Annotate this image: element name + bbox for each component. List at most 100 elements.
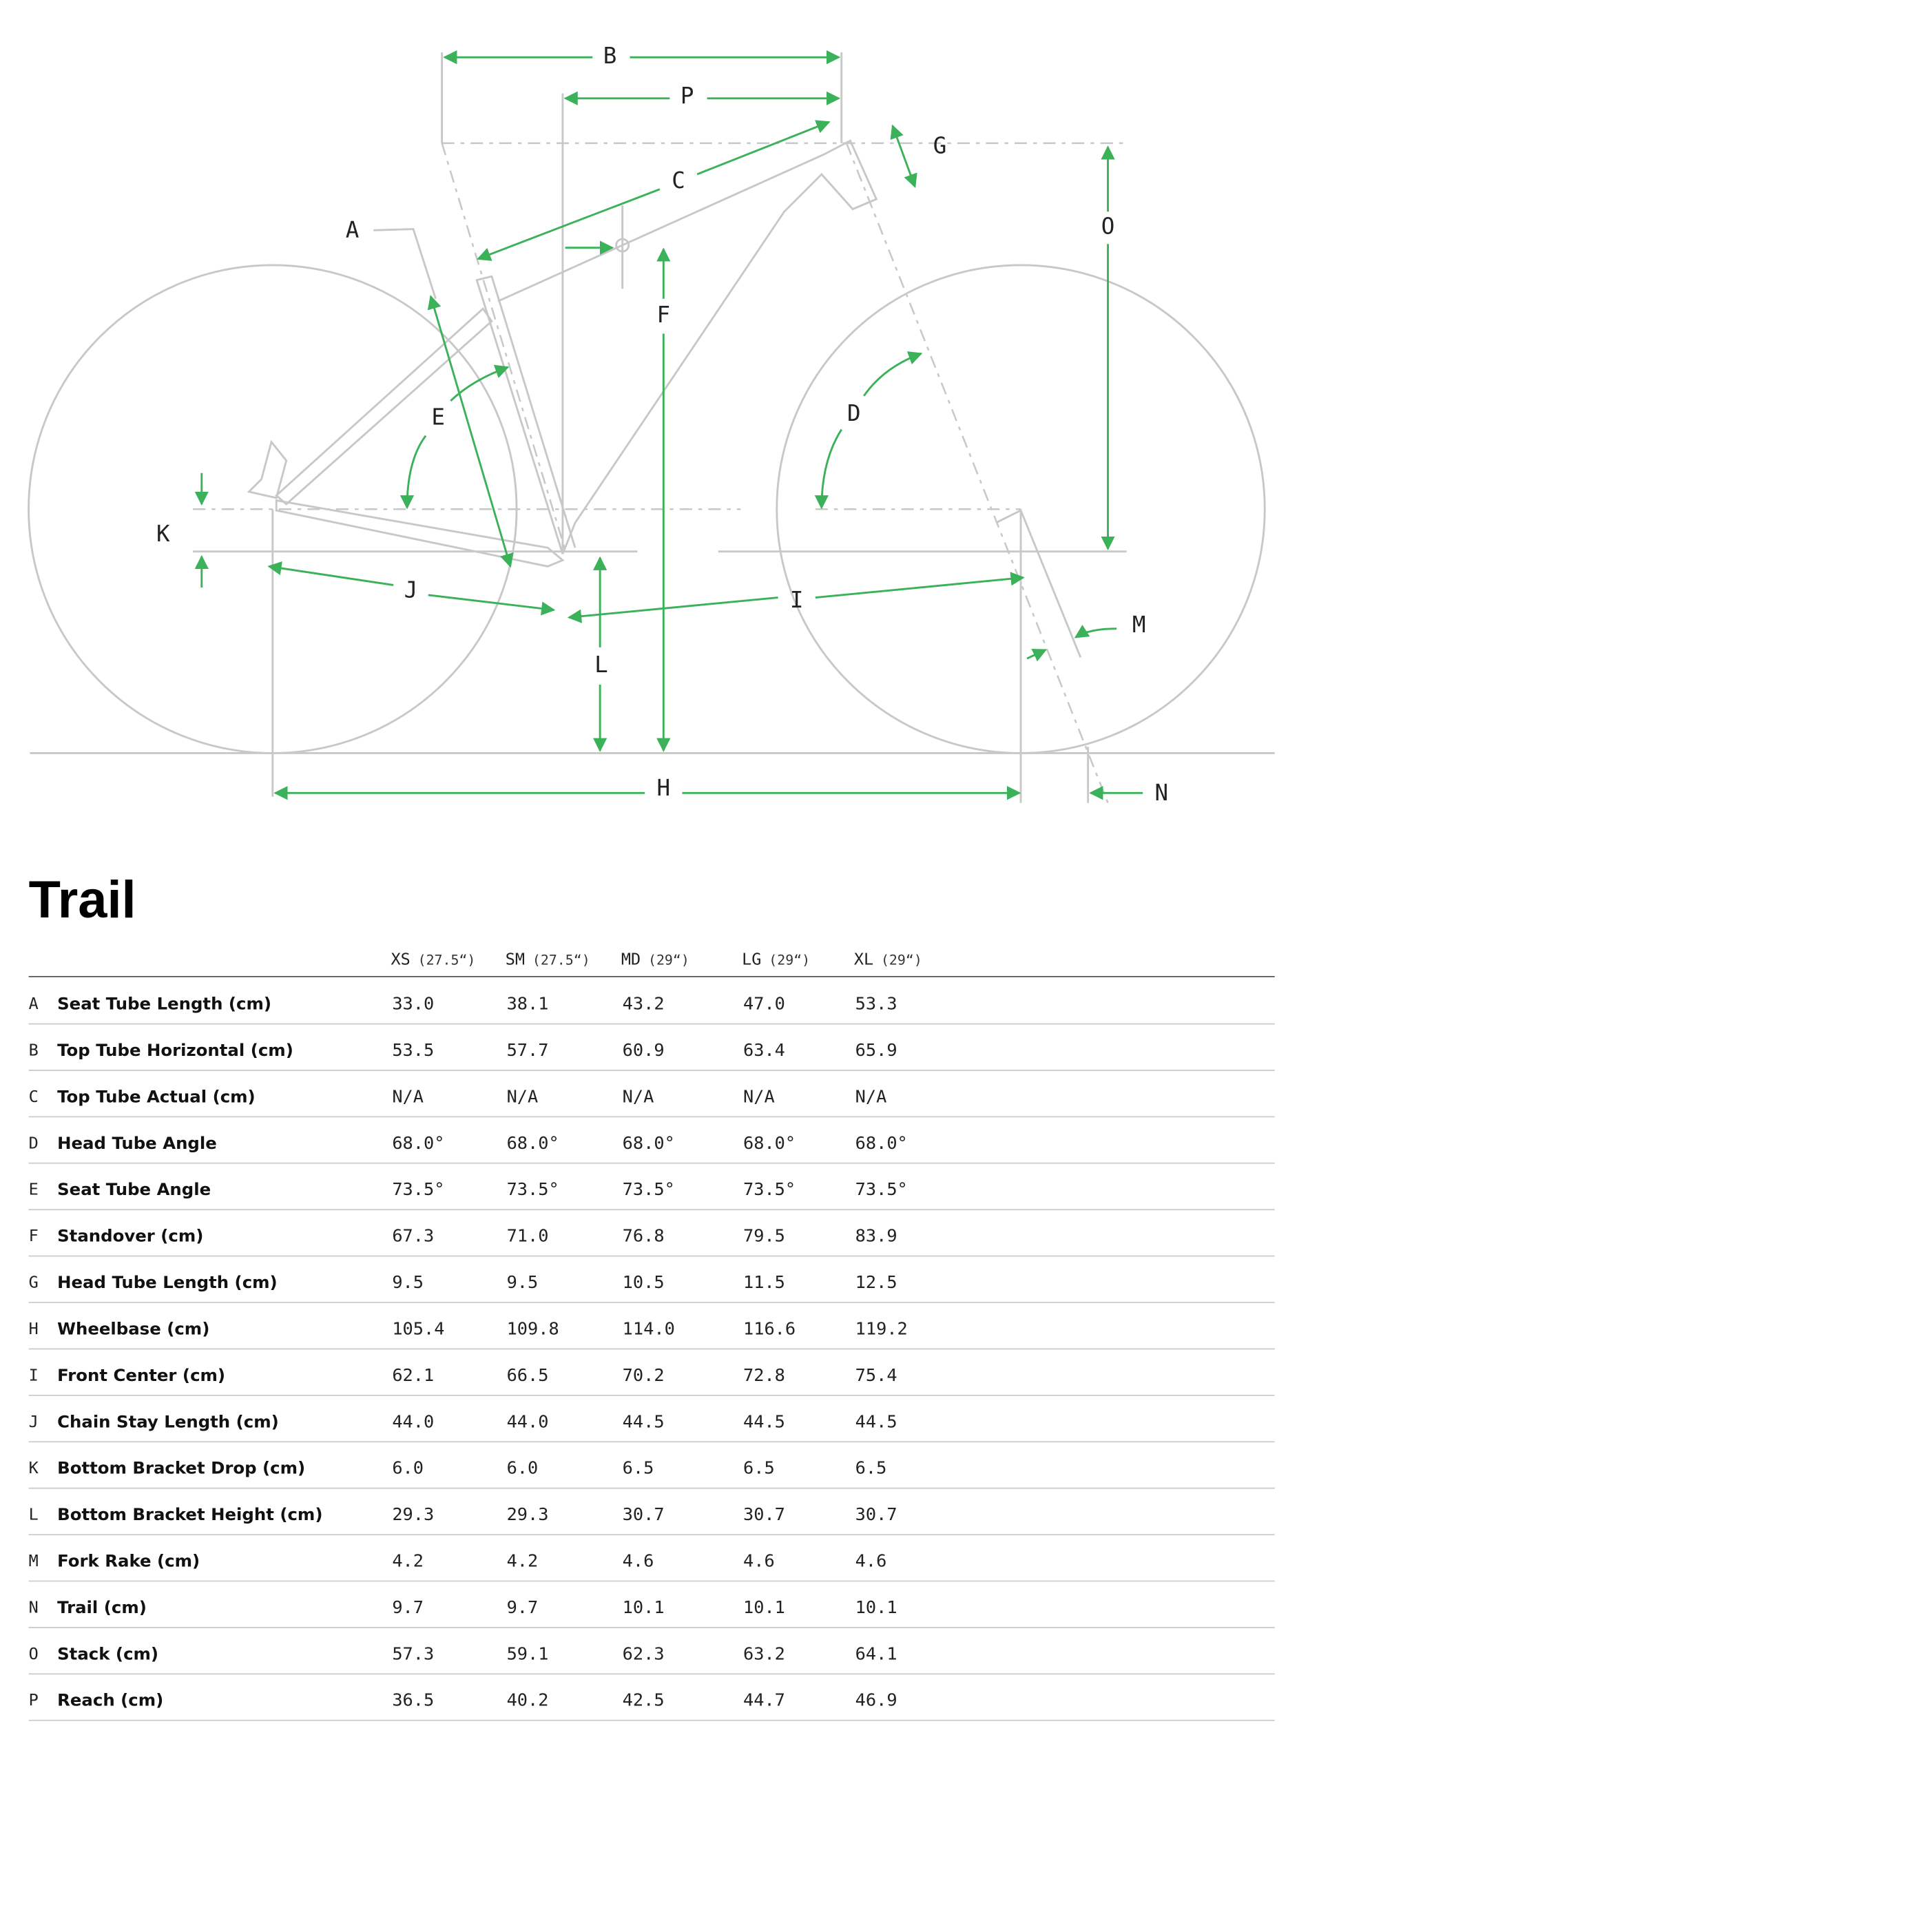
- cell-value: 57.7: [507, 1040, 549, 1060]
- row-name: Top Tube Horizontal (cm): [57, 1040, 293, 1060]
- cell-value: 62.3: [623, 1643, 665, 1663]
- cell-value: 68.0°: [743, 1133, 796, 1153]
- diagram-letter: M: [1132, 612, 1146, 638]
- cell-value: 44.7: [743, 1690, 785, 1710]
- cell-value: 44.5: [855, 1411, 897, 1431]
- row-letter: E: [29, 1180, 39, 1199]
- diagram-letter: N: [1154, 780, 1168, 806]
- row-name: Head Tube Length (cm): [57, 1272, 278, 1292]
- cell-value: 29.3: [507, 1504, 549, 1524]
- cell-value: 4.2: [507, 1550, 539, 1570]
- cell-value: 10.5: [623, 1272, 665, 1292]
- cell-value: 11.5: [743, 1272, 785, 1292]
- wheel: (27.5“): [418, 953, 476, 968]
- row-letter: L: [29, 1505, 39, 1524]
- cell-value: 68.0°: [855, 1133, 908, 1153]
- cell-value: N/A: [623, 1086, 654, 1106]
- cell-value: 6.5: [623, 1458, 654, 1478]
- diagram-letter: E: [431, 404, 445, 430]
- cell-value: 10.1: [623, 1597, 665, 1617]
- column-header: MD (29“): [621, 950, 689, 969]
- cell-value: 62.1: [392, 1365, 434, 1385]
- cell-value: 59.1: [507, 1643, 549, 1663]
- row-letter: A: [29, 994, 39, 1013]
- cell-value: 4.6: [855, 1550, 887, 1570]
- row-letter: C: [29, 1087, 39, 1106]
- diagram-labels: B P G C O A F D E K J I M L H N: [156, 43, 1168, 806]
- diagram-letter: I: [790, 587, 804, 613]
- diagram-letter: D: [847, 400, 861, 426]
- cell-value: 68.0°: [507, 1133, 559, 1153]
- diagram-letter: B: [603, 43, 617, 69]
- cell-value: N/A: [855, 1086, 887, 1106]
- row-name: Front Center (cm): [57, 1365, 225, 1385]
- cell-value: 10.1: [855, 1597, 897, 1617]
- row-name: Wheelbase (cm): [57, 1318, 209, 1338]
- cell-value: 68.0°: [392, 1133, 444, 1153]
- cell-value: 44.0: [507, 1411, 549, 1431]
- diagram-letter: J: [404, 577, 418, 603]
- cell-value: 57.3: [392, 1643, 434, 1663]
- cell-value: 114.0: [623, 1318, 675, 1338]
- size: LG: [742, 950, 761, 969]
- size: SM: [506, 950, 525, 969]
- row-letter: D: [29, 1133, 39, 1152]
- cell-value: 29.3: [392, 1504, 434, 1524]
- cell-value: 4.6: [743, 1550, 775, 1570]
- diagram-letter: C: [672, 167, 685, 194]
- cell-value: 38.1: [507, 994, 549, 1014]
- cell-value: 63.4: [743, 1040, 785, 1060]
- cell-value: 65.9: [855, 1040, 897, 1060]
- cell-value: 53.3: [855, 994, 897, 1014]
- diagram-letter: P: [681, 83, 694, 109]
- cell-value: 53.5: [392, 1040, 434, 1060]
- cell-value: 36.5: [392, 1690, 434, 1710]
- diagram-letter: H: [657, 775, 671, 801]
- row-name: Standover (cm): [57, 1226, 203, 1246]
- cell-value: 71.0: [507, 1226, 549, 1246]
- cell-value: 46.9: [855, 1690, 897, 1710]
- row-name: Seat Tube Length (cm): [57, 994, 271, 1014]
- cell-value: 66.5: [507, 1365, 549, 1385]
- cell-value: 119.2: [855, 1318, 908, 1338]
- cell-value: 70.2: [623, 1365, 665, 1385]
- cell-value: 9.7: [392, 1597, 424, 1617]
- cell-value: 68.0°: [623, 1133, 675, 1153]
- cell-value: 105.4: [392, 1318, 444, 1338]
- cell-value: 83.9: [855, 1226, 897, 1246]
- cell-value: 109.8: [507, 1318, 559, 1338]
- cell-value: 12.5: [855, 1272, 897, 1292]
- cell-value: 6.0: [392, 1458, 424, 1478]
- cell-value: 6.5: [855, 1458, 887, 1478]
- cell-value: 64.1: [855, 1643, 897, 1663]
- cell-value: 44.0: [392, 1411, 434, 1431]
- cell-value: 47.0: [743, 994, 785, 1014]
- column-header: SM (27.5“): [506, 950, 590, 969]
- cell-value: 9.5: [392, 1272, 424, 1292]
- row-letter: F: [29, 1226, 39, 1245]
- size: XL: [854, 950, 873, 969]
- row-letter: O: [29, 1644, 39, 1663]
- dimension-arrows: [194, 57, 1143, 800]
- cell-value: 63.2: [743, 1643, 785, 1663]
- cell-value: 79.5: [743, 1226, 785, 1246]
- column-header: XL (29“): [854, 950, 922, 969]
- cell-value: 10.1: [743, 1597, 785, 1617]
- column-header: LG (29“): [742, 950, 810, 969]
- cell-value: 73.5°: [743, 1179, 796, 1199]
- wheel: (27.5“): [532, 953, 590, 968]
- cell-value: 30.7: [743, 1504, 785, 1524]
- cell-value: 33.0: [392, 994, 434, 1014]
- row-letter: H: [29, 1319, 39, 1338]
- cell-value: 116.6: [743, 1318, 796, 1338]
- cell-value: 6.0: [507, 1458, 539, 1478]
- cell-value: N/A: [743, 1086, 775, 1106]
- cell-value: 73.5°: [623, 1179, 675, 1199]
- cell-value: 42.5: [623, 1690, 665, 1710]
- row-name: Stack (cm): [57, 1643, 158, 1663]
- cell-value: 73.5°: [507, 1179, 559, 1199]
- row-letter: B: [29, 1040, 39, 1059]
- cell-value: 9.5: [507, 1272, 539, 1292]
- size: MD: [621, 950, 641, 969]
